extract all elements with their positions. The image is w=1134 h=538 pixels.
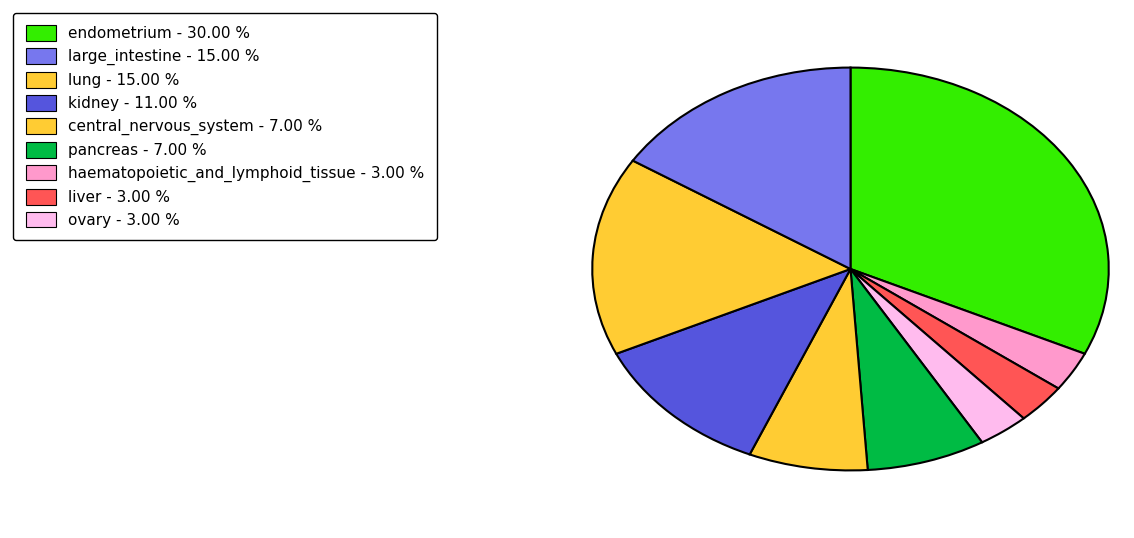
Wedge shape xyxy=(633,68,850,269)
Wedge shape xyxy=(850,68,1109,354)
Wedge shape xyxy=(592,161,850,354)
Wedge shape xyxy=(850,269,982,470)
Wedge shape xyxy=(850,269,1085,388)
Legend: endometrium - 30.00 %, large_intestine - 15.00 %, lung - 15.00 %, kidney - 11.00: endometrium - 30.00 %, large_intestine -… xyxy=(14,13,437,240)
Wedge shape xyxy=(850,269,1024,442)
Wedge shape xyxy=(616,269,850,455)
Wedge shape xyxy=(750,269,868,470)
Wedge shape xyxy=(850,269,1058,419)
